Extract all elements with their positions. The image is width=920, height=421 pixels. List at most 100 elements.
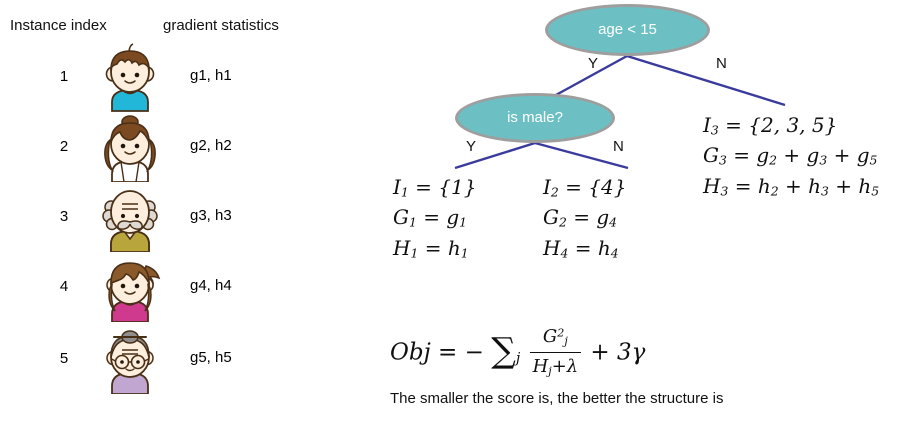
- leaf-1-H-value-sub: 1: [460, 245, 469, 261]
- objective-den-lambda: +λ: [551, 355, 579, 377]
- leaf-1-hessian-sum: H1 = h1: [393, 235, 469, 261]
- term-base: h: [757, 173, 771, 198]
- table-row: 3 g3, h3: [0, 182, 330, 252]
- row-gradient-stats: g1, h1: [190, 67, 232, 84]
- objective-num-base: G: [542, 326, 558, 347]
- leaf-3-H-terms: h2 + h3 + h5: [757, 173, 880, 199]
- leaf-2-G-value: g: [596, 205, 610, 230]
- leaf-2-hessian-sum: H4 = h4: [543, 235, 619, 261]
- leaf-2-instances: I2 = {4}: [543, 175, 627, 200]
- leaf-2-gradient-sum: G2 = g4: [543, 205, 618, 231]
- term-base: h: [858, 173, 872, 198]
- leaf-1-H-symbol: H: [393, 235, 411, 260]
- objective-den-base: H: [532, 355, 549, 377]
- leaf-2-G-sub: 2: [558, 215, 567, 231]
- plus-sign: +: [827, 143, 857, 168]
- leaf-2-G-symbol: G: [543, 205, 559, 230]
- objective-lhs: Obj: [390, 339, 431, 366]
- leaf-3-H-symbol: H: [703, 173, 721, 198]
- leaf-3-I-symbol: I: [703, 113, 711, 137]
- edge-label-is-male-yes: Y: [466, 138, 477, 155]
- leaf-3-I-value: {2, 3, 5}: [748, 113, 838, 137]
- objective-formula: Obj = − ∑j G2j Hj+λ + 3γ: [390, 325, 645, 382]
- leaf-3-I-sub: 3: [710, 122, 719, 138]
- objective-minus: −: [464, 339, 484, 366]
- term-base: h: [808, 173, 821, 198]
- objective-num-sub: j: [564, 334, 568, 348]
- objective-tail: + 3γ: [590, 339, 646, 366]
- old-woman-avatar: [92, 324, 168, 394]
- leaf-3-G-terms: g2 + g3 + g5: [756, 143, 878, 169]
- row-index: 4: [59, 278, 69, 295]
- leaf-3-stats: I3 = {2, 3, 5} G3 = g2 + g3 + g5 H3 = h2…: [703, 110, 879, 201]
- column-header-instance-index: Instance index: [10, 17, 107, 34]
- term-sub: 5: [869, 153, 878, 169]
- summation-icon: ∑: [491, 331, 516, 372]
- leaf-1-I-value: {1}: [438, 175, 477, 199]
- leaf-2-H-value: h: [597, 235, 611, 260]
- leaf-2-H-sub: 4: [560, 245, 569, 261]
- objective-equals: =: [438, 339, 458, 366]
- leaf-3-hessian-sum: H3 = h2 + h3 + h5: [703, 173, 880, 199]
- leaf-1-G-value-sub: 1: [459, 215, 468, 231]
- objective-num-sup: 2: [557, 326, 565, 340]
- leaf-2-I-symbol: I: [543, 175, 551, 199]
- edge-label-root-yes: Y: [588, 55, 599, 72]
- objective-denominator: Hj+λ: [530, 353, 582, 381]
- leaf-1-I-symbol: I: [393, 175, 401, 199]
- summary-caption: The smaller the score is, the better the…: [390, 390, 724, 407]
- leaf-2-G-value-sub: 4: [609, 215, 618, 231]
- table-row: 2 g2, h2: [0, 112, 330, 182]
- row-index: 2: [59, 138, 69, 155]
- term-base: g: [806, 143, 820, 168]
- term-base: g: [756, 143, 770, 168]
- plus-sign: +: [778, 173, 809, 198]
- leaf-1-I-sub: 1: [400, 184, 409, 200]
- row-gradient-stats: g3, h3: [190, 207, 232, 224]
- tree-node-root-label: age < 15: [598, 20, 657, 38]
- edge-label-root-no: N: [716, 55, 727, 72]
- boy-avatar: [92, 42, 168, 112]
- leaf-2-stats: I2 = {4} G2 = g4 H4 = h4: [543, 172, 626, 263]
- young-woman-avatar: [92, 252, 168, 322]
- leaf-1-H-value: h: [447, 235, 461, 260]
- term-sub: 5: [871, 183, 880, 199]
- leaf-2-H-symbol: H: [543, 235, 561, 260]
- objective-fraction: G2j Hj+λ: [529, 324, 582, 381]
- column-header-gradient-statistics: gradient statistics: [163, 17, 279, 34]
- edge-label-is-male-no: N: [613, 138, 624, 155]
- objective-numerator: G2j: [529, 324, 582, 353]
- table-row: 4 g4, h4: [0, 252, 330, 322]
- leaf-3-instances: I3 = {2, 3, 5}: [703, 113, 838, 138]
- term-sub: 3: [819, 153, 828, 169]
- plus-sign: +: [777, 143, 807, 168]
- leaf-2-H-value-sub: 4: [610, 245, 619, 261]
- tree-node-root[interactable]: age < 15: [545, 4, 710, 56]
- term-sub: 2: [769, 153, 778, 169]
- row-gradient-stats: g5, h5: [190, 349, 232, 366]
- row-gradient-stats: g2, h2: [190, 137, 232, 154]
- leaf-1-gradient-sum: G1 = g1: [393, 205, 468, 231]
- leaf-2-I-sub: 2: [550, 184, 559, 200]
- term-sub: 3: [820, 183, 829, 199]
- row-gradient-stats: g4, h4: [190, 277, 232, 294]
- objective-sum-index: j: [515, 350, 521, 367]
- leaf-1-G-symbol: G: [393, 205, 409, 230]
- objective-den-sub: j: [548, 364, 552, 378]
- row-index: 3: [59, 208, 69, 225]
- leaf-3-H-sub: 3: [720, 183, 729, 199]
- leaf-1-stats: I1 = {1} G1 = g1 H1 = h1: [393, 172, 476, 263]
- row-index: 1: [59, 68, 69, 85]
- girl-avatar: [92, 112, 168, 182]
- table-row: 5 g5, h5: [0, 324, 330, 394]
- leaf-1-H-sub: 1: [410, 245, 419, 261]
- old-man-avatar: [92, 182, 168, 252]
- leaf-1-G-value: g: [446, 205, 460, 230]
- leaf-3-G-sub: 3: [718, 153, 727, 169]
- leaf-1-G-sub: 1: [408, 215, 417, 231]
- leaf-1-instances: I1 = {1}: [393, 175, 477, 200]
- leaf-3-gradient-sum: G3 = g2 + g3 + g5: [703, 143, 878, 169]
- tree-node-is-male[interactable]: is male?: [455, 93, 615, 143]
- table-row: 1 g1, h1: [0, 42, 330, 112]
